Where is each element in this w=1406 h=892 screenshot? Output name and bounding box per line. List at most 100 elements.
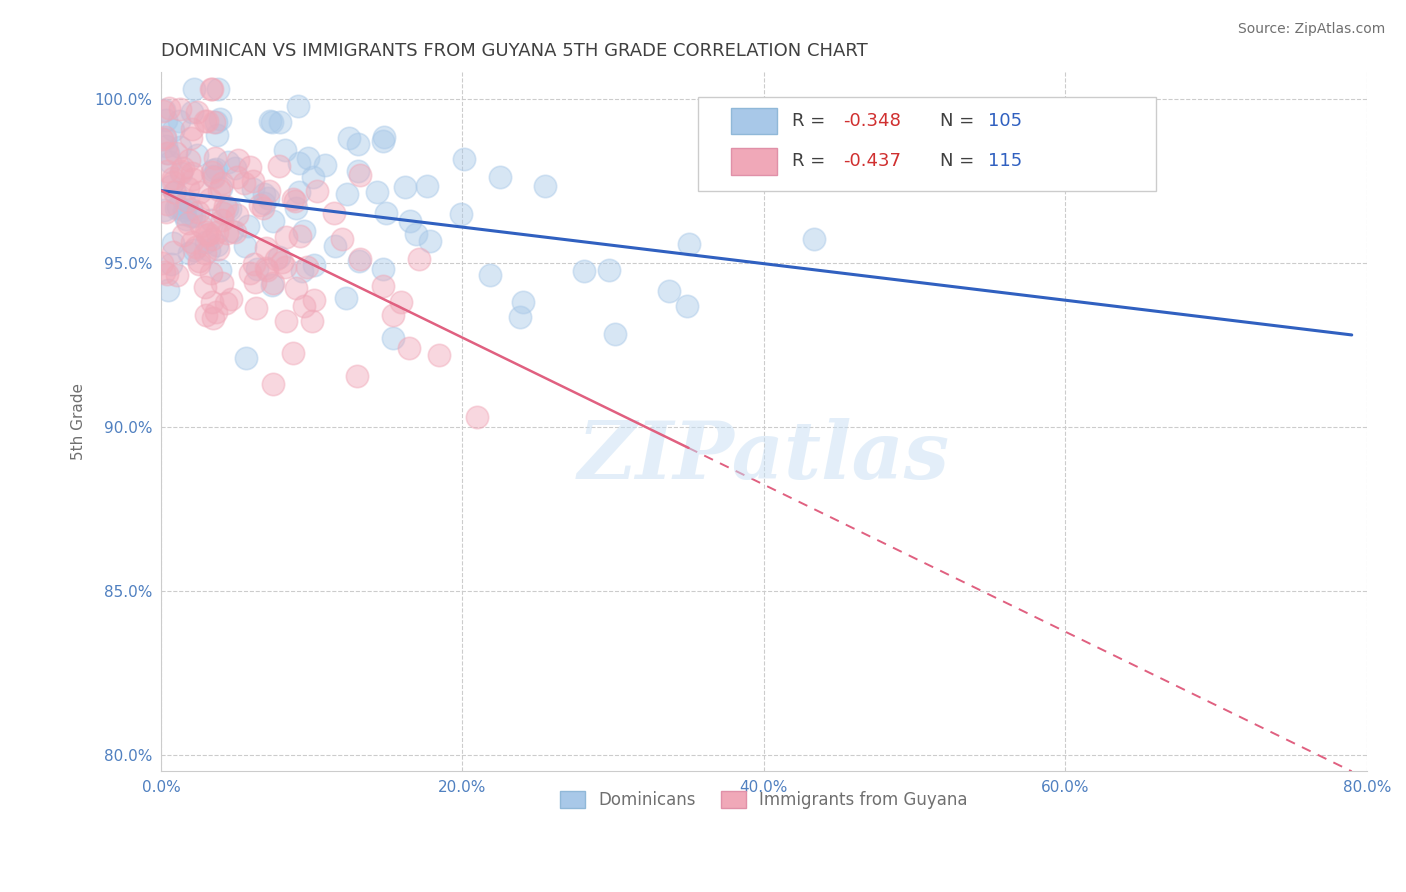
Point bbox=[153, 132, 176, 146]
Point bbox=[399, 213, 422, 227]
Point bbox=[200, 212, 222, 227]
Point bbox=[205, 237, 228, 252]
Point bbox=[391, 295, 413, 310]
Point bbox=[167, 200, 190, 214]
Point bbox=[176, 211, 198, 226]
Point bbox=[287, 99, 309, 113]
Point bbox=[228, 153, 250, 168]
Point bbox=[163, 185, 186, 199]
Point bbox=[176, 199, 198, 213]
Text: DOMINICAN VS IMMIGRANTS FROM GUYANA 5TH GRADE CORRELATION CHART: DOMINICAN VS IMMIGRANTS FROM GUYANA 5TH … bbox=[160, 42, 868, 60]
Point bbox=[465, 409, 488, 424]
Point bbox=[211, 180, 233, 194]
Point bbox=[201, 169, 224, 184]
Point bbox=[416, 179, 439, 194]
Point bbox=[288, 228, 311, 243]
Point bbox=[195, 235, 218, 249]
Text: 105: 105 bbox=[988, 112, 1022, 130]
Point bbox=[186, 205, 208, 219]
Point bbox=[160, 178, 183, 193]
Point bbox=[301, 314, 323, 328]
Point bbox=[194, 245, 217, 260]
Point bbox=[349, 254, 371, 268]
Point bbox=[204, 115, 226, 129]
Point bbox=[177, 180, 200, 194]
Point bbox=[195, 113, 218, 128]
Point bbox=[204, 151, 226, 165]
Point bbox=[347, 164, 370, 178]
Point bbox=[373, 130, 395, 145]
Point bbox=[658, 284, 681, 298]
Point bbox=[169, 166, 191, 180]
Point bbox=[269, 159, 291, 173]
Point bbox=[405, 227, 427, 241]
Point bbox=[207, 183, 229, 197]
Point bbox=[274, 230, 297, 244]
Point bbox=[512, 295, 534, 310]
Point bbox=[155, 205, 177, 219]
Point bbox=[177, 245, 200, 260]
Point bbox=[180, 130, 202, 145]
Point bbox=[238, 219, 260, 233]
Point bbox=[176, 194, 198, 208]
Point bbox=[202, 169, 225, 184]
Point bbox=[288, 185, 311, 199]
Point bbox=[274, 143, 297, 157]
Point bbox=[259, 113, 281, 128]
Point bbox=[172, 161, 194, 176]
Point bbox=[224, 225, 246, 239]
Point bbox=[170, 164, 193, 178]
Legend: Dominicans, Immigrants from Guyana: Dominicans, Immigrants from Guyana bbox=[554, 784, 974, 815]
Point bbox=[195, 308, 218, 322]
Text: ZIPatlas: ZIPatlas bbox=[578, 418, 950, 496]
Point bbox=[489, 170, 512, 185]
Point bbox=[183, 172, 205, 186]
Point bbox=[366, 185, 388, 199]
Text: Source: ZipAtlas.com: Source: ZipAtlas.com bbox=[1237, 22, 1385, 37]
FancyBboxPatch shape bbox=[731, 108, 778, 135]
Point bbox=[281, 346, 304, 360]
Point bbox=[211, 213, 233, 227]
Point bbox=[381, 308, 404, 322]
Point bbox=[239, 160, 262, 174]
Point bbox=[155, 112, 177, 127]
Point bbox=[204, 115, 226, 129]
Point bbox=[156, 197, 179, 211]
Point bbox=[205, 128, 228, 143]
Point bbox=[217, 201, 239, 215]
Point bbox=[269, 115, 291, 129]
Point bbox=[678, 237, 700, 252]
Point bbox=[335, 187, 357, 202]
Point bbox=[169, 140, 191, 154]
Point bbox=[169, 114, 191, 128]
Point bbox=[603, 326, 626, 341]
Point bbox=[292, 224, 315, 238]
Point bbox=[197, 244, 219, 258]
Point bbox=[450, 206, 472, 220]
Point bbox=[302, 170, 325, 185]
Point bbox=[509, 310, 531, 325]
Point bbox=[205, 305, 228, 319]
Point bbox=[188, 185, 211, 199]
Point bbox=[284, 281, 307, 295]
Point bbox=[207, 82, 229, 96]
Point bbox=[204, 161, 226, 176]
Point bbox=[173, 207, 195, 221]
Point bbox=[184, 240, 207, 254]
Point bbox=[427, 348, 450, 362]
Point bbox=[262, 277, 284, 292]
Point bbox=[239, 267, 262, 281]
Text: 115: 115 bbox=[988, 153, 1022, 170]
Point bbox=[162, 236, 184, 251]
Point bbox=[252, 187, 274, 202]
Point bbox=[183, 244, 205, 258]
Point bbox=[198, 193, 221, 207]
Point bbox=[217, 155, 239, 169]
Point bbox=[478, 268, 501, 282]
Point bbox=[159, 257, 181, 271]
Text: -0.437: -0.437 bbox=[844, 153, 901, 170]
Point bbox=[221, 292, 243, 306]
Point bbox=[307, 184, 329, 198]
Point bbox=[262, 276, 284, 290]
Point bbox=[322, 206, 344, 220]
